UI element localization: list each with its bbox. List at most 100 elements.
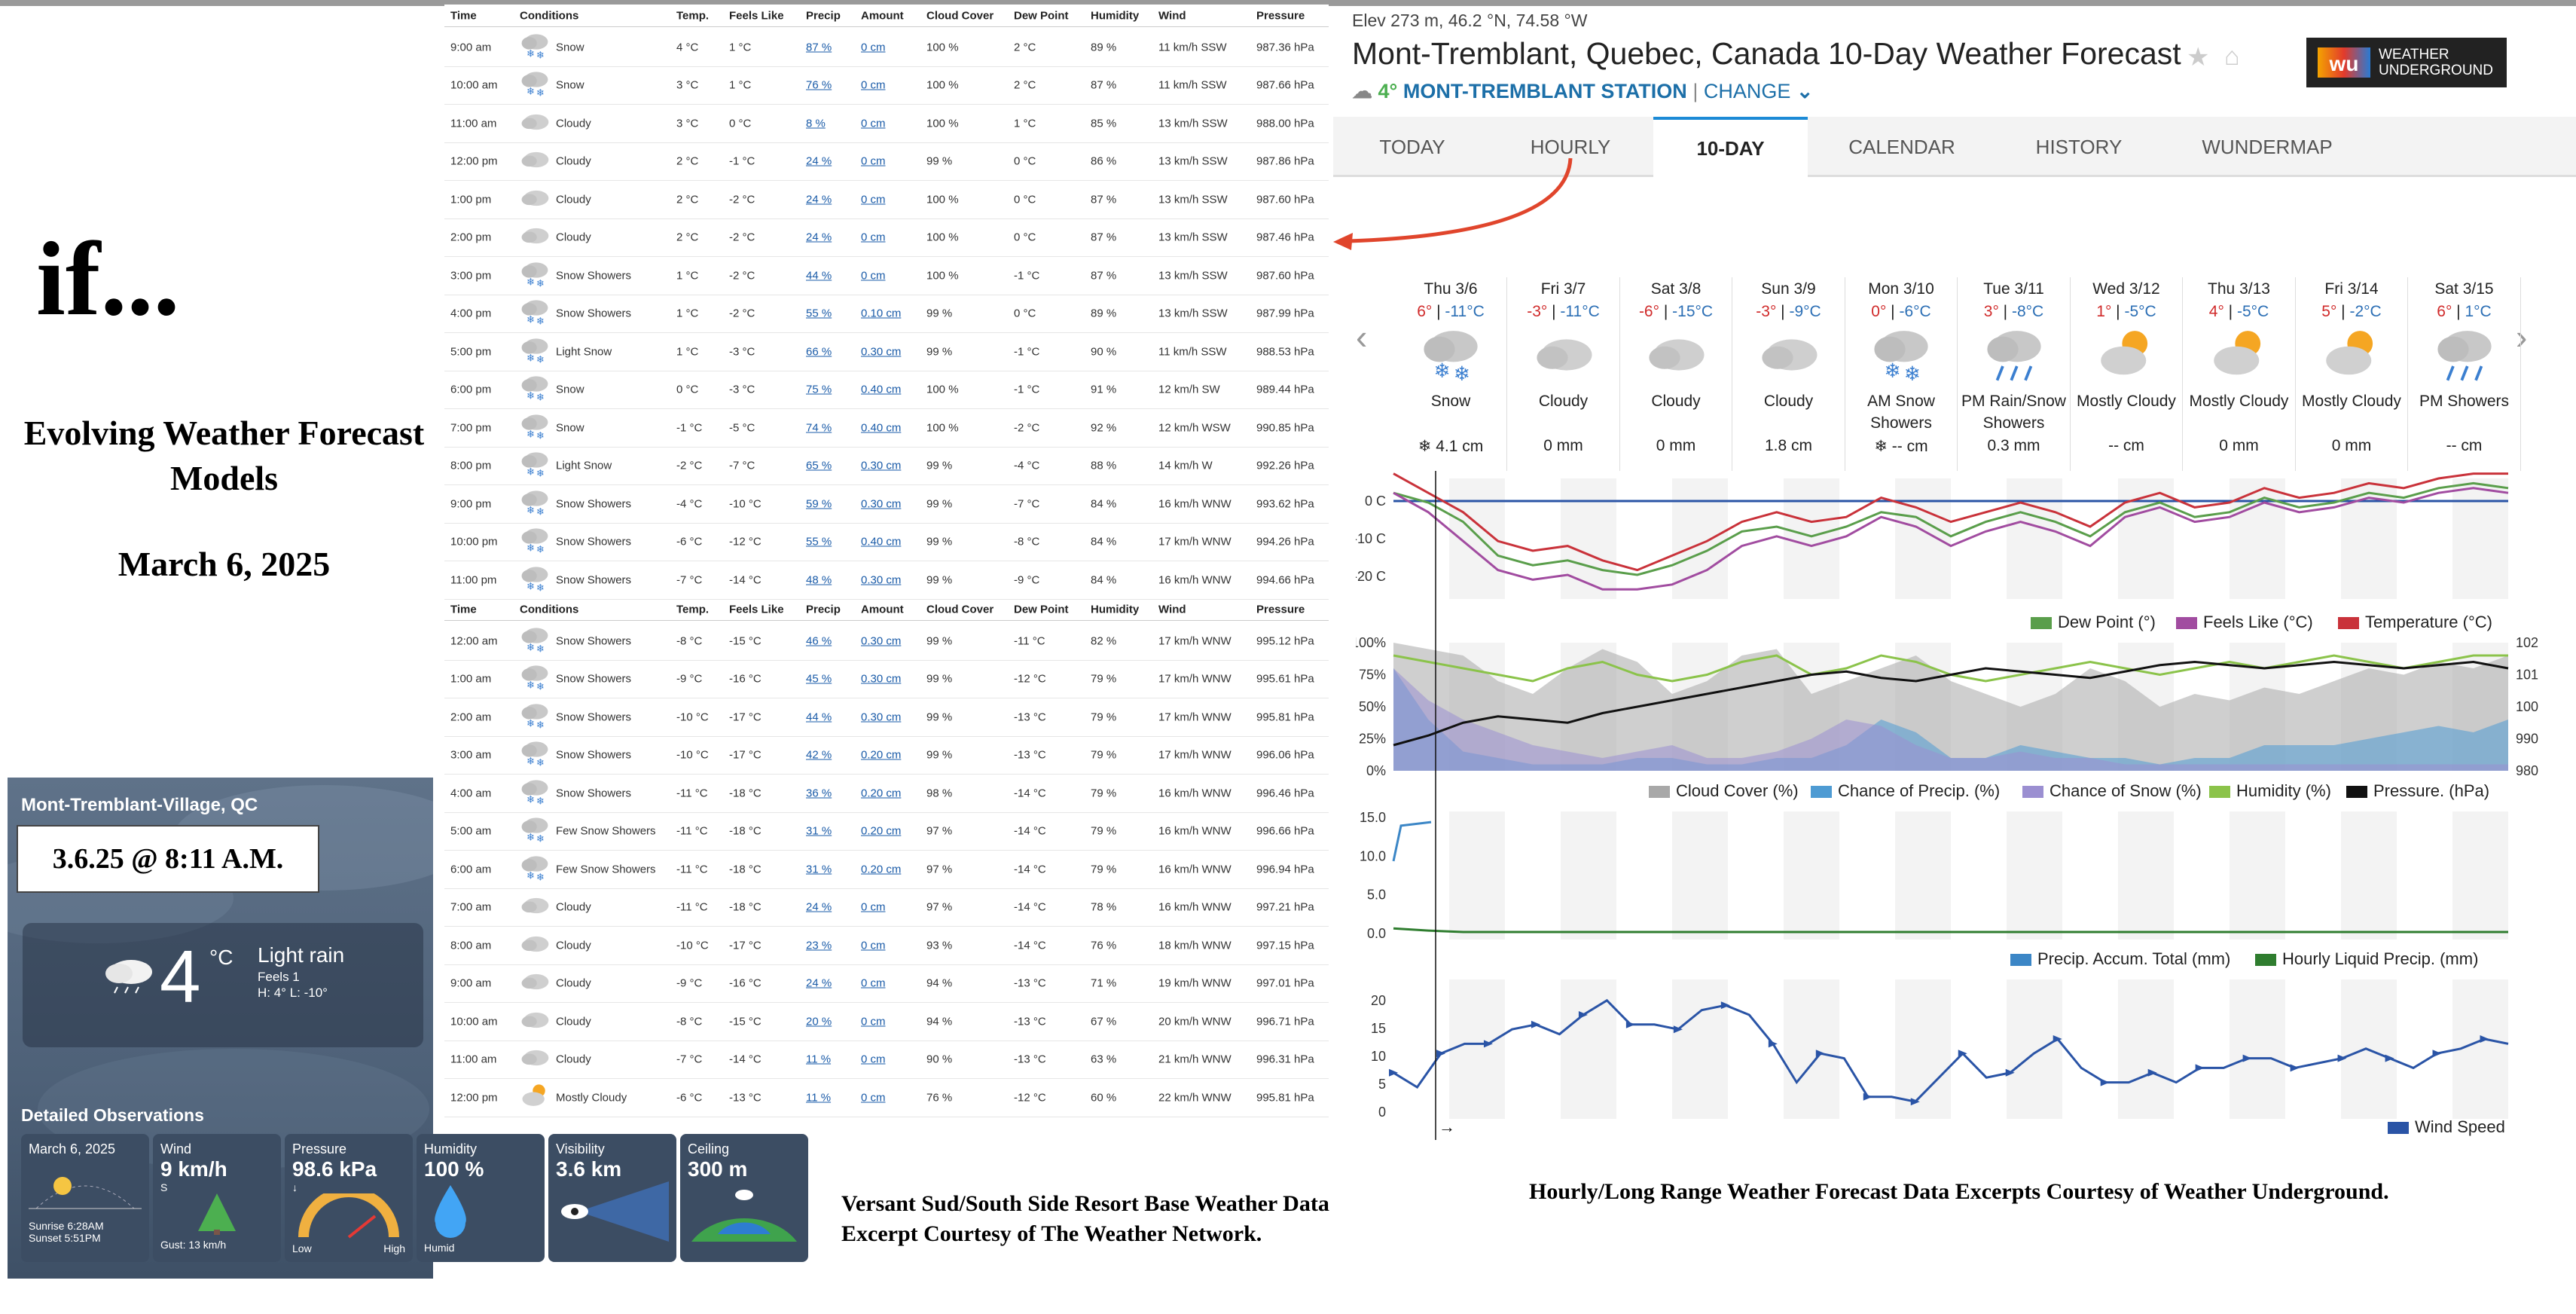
day-card[interactable]: Thu 3/13 4° | -5°C Mostly Cloudy 0 mm: [2184, 277, 2296, 471]
cell[interactable]: 0 cm: [861, 154, 886, 168]
cell[interactable]: 0.30 cm: [861, 459, 902, 472]
day-card[interactable]: Sat 3/15 6° | 1°C PM Showers -- cm: [2409, 277, 2521, 471]
cell[interactable]: 55 %: [806, 307, 832, 320]
cell[interactable]: 20 %: [806, 1015, 832, 1028]
star-icon[interactable]: ★: [2187, 43, 2210, 72]
cell[interactable]: 24 %: [806, 900, 832, 914]
cell[interactable]: 0.20 cm: [861, 824, 902, 838]
cell[interactable]: 0.40 cm: [861, 383, 902, 396]
cell[interactable]: 0 cm: [861, 1091, 886, 1105]
cell[interactable]: 44 %: [806, 710, 832, 724]
cell[interactable]: 31 %: [806, 824, 832, 838]
cell[interactable]: 0 cm: [861, 976, 886, 990]
tab-hourly[interactable]: HOURLY: [1530, 135, 1611, 158]
snow-icon: ❄ ❄: [518, 295, 551, 332]
tab-10day[interactable]: 10-DAY: [1653, 117, 1808, 177]
day-card[interactable]: Tue 3/11 3° | -8°C PM Rain/Snow Showers 0.3…: [1958, 277, 2071, 471]
wind-arrow: [1910, 1098, 1920, 1106]
day-card[interactable]: Fri 3/14 5° | -2°C Mostly Cloudy 0 mm: [2296, 277, 2408, 471]
cell[interactable]: 87 %: [806, 41, 832, 54]
tab-calendar[interactable]: CALENDAR: [1848, 135, 1955, 158]
cell[interactable]: 46 %: [806, 634, 832, 648]
cell: -6 °C: [676, 1091, 703, 1105]
cell[interactable]: 0.30 cm: [861, 634, 902, 648]
day-condition: PM Rain/Snow Showers: [1961, 393, 2066, 432]
cell: -18 °C: [729, 863, 762, 876]
wind-arrow: [2432, 1050, 2442, 1058]
cell[interactable]: 42 %: [806, 748, 832, 762]
cell[interactable]: 23 %: [806, 939, 832, 952]
cell: Cloudy: [556, 154, 591, 168]
cell[interactable]: 0.40 cm: [861, 421, 902, 435]
cell: 90 %: [1091, 345, 1117, 359]
cell: 2 °C: [676, 154, 699, 168]
cell[interactable]: 11 %: [806, 1053, 832, 1066]
cell[interactable]: 45 %: [806, 672, 832, 686]
cell[interactable]: 55 %: [806, 535, 832, 549]
wind-arrow: [1389, 1068, 1398, 1077]
cell[interactable]: 48 %: [806, 573, 832, 587]
cell[interactable]: 0.30 cm: [861, 710, 902, 724]
cell[interactable]: 24 %: [806, 976, 832, 990]
cell[interactable]: 0.30 cm: [861, 672, 902, 686]
axis-tick-label: 0: [1378, 1105, 1386, 1120]
cell[interactable]: 0.30 cm: [861, 573, 902, 587]
tab-today[interactable]: TODAY: [1379, 135, 1445, 158]
change-link[interactable]: CHANGE: [1703, 80, 1791, 102]
axis-tick-label: 1020.00: [2516, 635, 2538, 650]
wu-logo-mark: wu: [2318, 47, 2370, 78]
home-icon[interactable]: ⌂: [2224, 42, 2240, 71]
day-card[interactable]: Mon 3/10 0° | -6°C ❄ ❄ AM Snow Showers ❄ -- c…: [1845, 277, 1958, 471]
cell[interactable]: 0 cm: [861, 193, 886, 206]
cell[interactable]: 24 %: [806, 154, 832, 168]
cell: 0 °C: [729, 117, 752, 130]
cell[interactable]: 44 %: [806, 269, 832, 283]
chevron-down-icon[interactable]: ⌄: [1796, 80, 1814, 102]
cell[interactable]: 0 cm: [861, 269, 886, 283]
next-arrow-icon[interactable]: ›: [2516, 317, 2528, 356]
tab-history[interactable]: HISTORY: [2035, 135, 2123, 158]
day-card[interactable]: Fri 3/7 -3° | -11°C Cloudy 0 mm: [1508, 277, 1620, 471]
cell: 99 %: [926, 307, 953, 320]
cell[interactable]: 65 %: [806, 459, 832, 472]
wu-logo[interactable]: wu WEATHER UNDERGROUND: [2306, 38, 2507, 87]
cell[interactable]: 0.10 cm: [861, 307, 902, 320]
station-name[interactable]: MONT-TREMBLANT STATION: [1402, 80, 1687, 102]
cell[interactable]: 0 cm: [861, 78, 886, 92]
cell[interactable]: 75 %: [806, 383, 832, 396]
cell[interactable]: 0 cm: [861, 939, 886, 952]
legend-label: Wind Speed: [2415, 1117, 2505, 1136]
day-card[interactable]: Sat 3/8 -6° | -15°C Cloudy 0 mm: [1620, 277, 1732, 471]
cell: 16 km/h WNW: [1158, 900, 1232, 914]
day-card[interactable]: Sun 3/9 -3° | -9°C Cloudy 1.8 cm: [1733, 277, 1845, 471]
cell[interactable]: 66 %: [806, 345, 832, 359]
day-card[interactable]: Wed 3/12 1° | -5°C Mostly Cloudy -- cm: [2071, 277, 2183, 471]
cell[interactable]: 8 %: [806, 117, 826, 130]
cell[interactable]: 0 cm: [861, 231, 886, 244]
cell[interactable]: 36 %: [806, 787, 832, 800]
prev-arrow-icon[interactable]: ‹: [1356, 317, 1368, 356]
cell[interactable]: 0 cm: [861, 900, 886, 914]
cell[interactable]: 0.40 cm: [861, 535, 902, 549]
cell[interactable]: 0.20 cm: [861, 787, 902, 800]
caption-twn-line1: Versant Sud/South Side Resort Base Weath…: [841, 1191, 1329, 1216]
day-card[interactable]: Thu 3/6 6° | -11°C ❄ ❄ Snow ❄ 4.1 cm: [1395, 277, 1507, 471]
cell[interactable]: 0.30 cm: [861, 345, 902, 359]
cell[interactable]: 0 cm: [861, 1053, 886, 1066]
cell[interactable]: 11 %: [806, 1091, 832, 1105]
cell[interactable]: 0 cm: [861, 41, 886, 54]
cell[interactable]: 0.30 cm: [861, 497, 902, 511]
cell[interactable]: 24 %: [806, 193, 832, 206]
cell[interactable]: 24 %: [806, 231, 832, 244]
tab-wundermap[interactable]: WUNDERMAP: [2202, 135, 2333, 158]
cell: -17 °C: [729, 939, 762, 952]
cell[interactable]: 0 cm: [861, 117, 886, 130]
cell: 12:00 am: [450, 634, 498, 648]
cell[interactable]: 0 cm: [861, 1015, 886, 1028]
cell[interactable]: 0.20 cm: [861, 863, 902, 876]
cell[interactable]: 31 %: [806, 863, 832, 876]
cell[interactable]: 74 %: [806, 421, 832, 435]
cell[interactable]: 76 %: [806, 78, 832, 92]
cell[interactable]: 59 %: [806, 497, 832, 511]
cell[interactable]: 0.20 cm: [861, 748, 902, 762]
